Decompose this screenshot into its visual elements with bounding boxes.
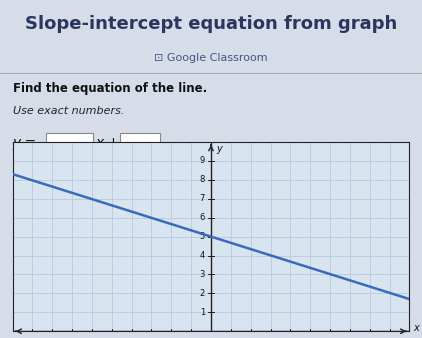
Text: x +: x + xyxy=(95,136,119,150)
Text: ⊡ Google Classroom: ⊡ Google Classroom xyxy=(154,53,268,63)
Text: 6: 6 xyxy=(200,213,205,222)
Text: Slope-intercept equation from graph: Slope-intercept equation from graph xyxy=(25,15,397,33)
Text: 5: 5 xyxy=(200,232,205,241)
Text: 7: 7 xyxy=(200,194,205,203)
Text: y =: y = xyxy=(13,136,37,150)
Text: y: y xyxy=(216,144,222,154)
Text: Find the equation of the line.: Find the equation of the line. xyxy=(13,82,207,95)
Text: x: x xyxy=(413,323,419,333)
Text: 4: 4 xyxy=(200,251,205,260)
Text: 3: 3 xyxy=(200,270,205,279)
FancyBboxPatch shape xyxy=(46,133,93,153)
Text: 8: 8 xyxy=(200,175,205,184)
Text: 1: 1 xyxy=(200,308,205,317)
Text: 9: 9 xyxy=(200,156,205,165)
Text: Use exact numbers.: Use exact numbers. xyxy=(13,106,124,116)
FancyBboxPatch shape xyxy=(120,133,160,153)
Text: 2: 2 xyxy=(200,289,205,298)
